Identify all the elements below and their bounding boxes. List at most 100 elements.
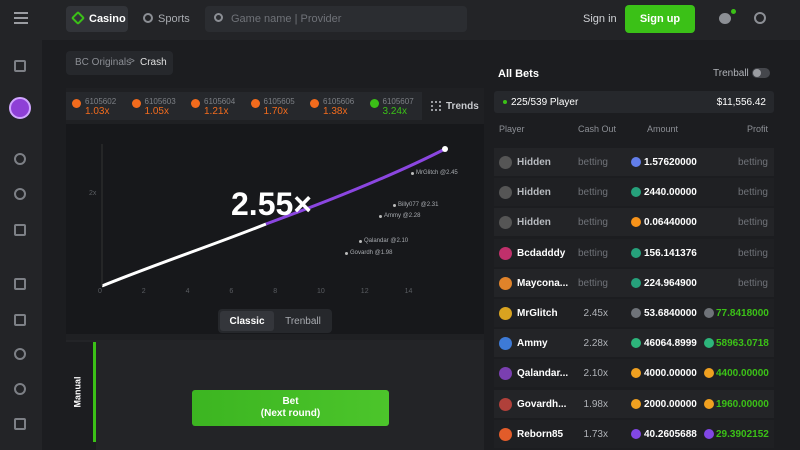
- nav-icon[interactable]: [14, 224, 26, 236]
- player-name[interactable]: Maycona...: [517, 277, 569, 289]
- cash-out: 2.10x: [583, 368, 608, 380]
- player-name[interactable]: Reborn85: [517, 428, 564, 440]
- x-tick-label: 6: [229, 288, 234, 295]
- player-name[interactable]: Govardh...: [517, 398, 567, 410]
- bets-total: $11,556.42: [716, 97, 766, 108]
- sports-label[interactable]: Sports: [158, 13, 190, 25]
- nav-icon[interactable]: [14, 348, 26, 360]
- search-box[interactable]: [205, 6, 467, 32]
- search-placeholder: Game name | Provider: [231, 13, 342, 25]
- breadcrumb-item[interactable]: BC Originals: [75, 57, 132, 68]
- cashout-label: Billy077 @2.31: [398, 202, 439, 208]
- history-multiplier[interactable]: 1.70x: [263, 106, 288, 117]
- nav-icon[interactable]: [14, 153, 26, 165]
- player-name[interactable]: Bcdadddy: [517, 247, 566, 259]
- x-tick-label: 8: [273, 288, 278, 295]
- amount: 2440.00000: [644, 187, 697, 199]
- trends-icon: [431, 101, 441, 111]
- nav-icon[interactable]: [14, 278, 26, 290]
- manual-indicator: [93, 342, 96, 442]
- amount: 156.141376: [644, 247, 697, 259]
- profit-coin: [704, 398, 714, 409]
- nav-icon[interactable]: [14, 314, 26, 326]
- profit-coin: [704, 308, 714, 318]
- mode-tab[interactable]: Trenball: [285, 316, 321, 327]
- nav-icon[interactable]: [14, 383, 26, 395]
- nav-icon[interactable]: [14, 418, 26, 430]
- amount-coin: [631, 217, 641, 228]
- language-icon[interactable]: [754, 12, 766, 24]
- amount-coin: [631, 338, 641, 349]
- profit: 1960.00000: [716, 398, 769, 410]
- column-header: Cash Out: [577, 124, 616, 134]
- sign-in[interactable]: Sign in: [583, 13, 617, 25]
- player-name[interactable]: Ammy: [517, 338, 548, 350]
- x-tick-label: 4: [185, 288, 190, 295]
- avatar: [499, 276, 512, 290]
- avatar: [499, 307, 512, 320]
- bet-button[interactable]: [192, 390, 389, 426]
- nav-icon[interactable]: [14, 60, 26, 72]
- sign-up-button[interactable]: [625, 5, 695, 33]
- trends-label[interactable]: Trends: [446, 101, 479, 112]
- history-multiplier[interactable]: 1.03x: [85, 106, 110, 117]
- history-dot: [369, 99, 379, 108]
- history-multiplier[interactable]: 1.21x: [204, 106, 229, 117]
- profit: betting: [737, 187, 768, 199]
- player-name[interactable]: Hidden: [517, 217, 551, 229]
- search-icon: [214, 13, 223, 22]
- casino-tab[interactable]: [66, 6, 128, 32]
- cashout-dot: [345, 252, 348, 255]
- x-tick-label: 2: [141, 288, 146, 295]
- manual-label[interactable]: Manual: [72, 376, 83, 408]
- player-name[interactable]: Qalandar...: [517, 368, 569, 380]
- cash-out: betting: [577, 217, 608, 229]
- history-id: 6105602: [85, 97, 117, 106]
- profit-coin: [704, 428, 714, 439]
- cash-out: betting: [577, 277, 608, 289]
- avatar: [499, 156, 512, 169]
- player-name[interactable]: Hidden: [517, 187, 551, 199]
- amount-coin: [631, 308, 641, 318]
- mode-tab-active[interactable]: [220, 311, 274, 331]
- amount: 224.964900: [644, 277, 697, 289]
- avatar: [499, 397, 512, 411]
- nav-icon[interactable]: [14, 188, 26, 200]
- trenball-knob: [753, 69, 761, 77]
- player-name[interactable]: MrGlitch: [517, 308, 558, 319]
- cashout-label: Qalandar @2.10: [364, 238, 409, 244]
- history-multiplier[interactable]: 1.05x: [144, 106, 169, 117]
- history-dot: [310, 99, 319, 108]
- cash-out: betting: [577, 187, 608, 199]
- x-tick-label: 10: [317, 288, 325, 295]
- chat-icon[interactable]: [719, 13, 731, 24]
- amount: 4000.00000: [644, 368, 697, 380]
- avatar: [499, 427, 512, 441]
- active-game-icon[interactable]: [9, 97, 31, 119]
- profit-coin: [704, 338, 714, 349]
- mode-tab[interactable]: Classic: [229, 316, 265, 327]
- amount-coin: [631, 157, 641, 167]
- amount-coin: [631, 428, 641, 439]
- profit: 29.3902152: [716, 428, 769, 440]
- profit: 58963.0718: [716, 338, 769, 350]
- history-multiplier[interactable]: 1.38x: [323, 106, 348, 117]
- menu-icon[interactable]: [14, 12, 28, 24]
- bet-button-sub[interactable]: (Next round): [260, 408, 321, 419]
- x-tick-label: 12: [360, 288, 369, 295]
- game-graph: [101, 144, 448, 288]
- amount: 53.6840000: [644, 308, 697, 319]
- amount: 46064.8999: [644, 338, 697, 350]
- profit: 4400.00000: [716, 368, 769, 380]
- casino-label[interactable]: Casino: [89, 13, 126, 25]
- player-name[interactable]: Hidden: [517, 157, 551, 168]
- breadcrumb: [66, 51, 173, 75]
- amount: 2000.00000: [644, 398, 697, 410]
- avatar: [499, 246, 512, 260]
- bet-button-label[interactable]: Bet: [282, 396, 299, 407]
- trenball-toggle[interactable]: [752, 68, 770, 78]
- history-multiplier[interactable]: 3.24x: [382, 106, 407, 117]
- breadcrumb-separator: >: [129, 56, 135, 67]
- sign-up-label[interactable]: Sign up: [639, 13, 681, 25]
